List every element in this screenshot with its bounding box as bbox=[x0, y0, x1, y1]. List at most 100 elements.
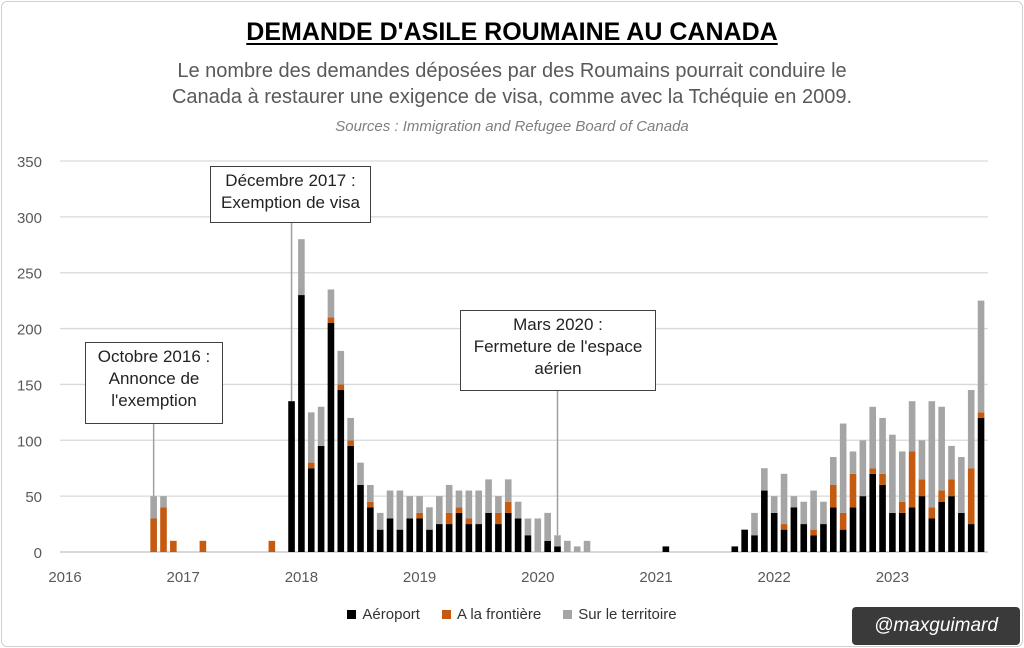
y-tick-label: 350 bbox=[17, 154, 42, 171]
bar-territoire bbox=[150, 496, 157, 519]
bar-territoire bbox=[495, 496, 502, 513]
bar-territoire bbox=[839, 423, 847, 513]
y-tick-label: 150 bbox=[17, 377, 42, 394]
bar-frontiere bbox=[347, 440, 354, 446]
bar-territoire bbox=[889, 434, 896, 513]
bar-aeroport bbox=[810, 535, 817, 552]
annotation-decembre-2017: Décembre 2017 : Exemption de visa bbox=[210, 166, 371, 223]
legend-swatch bbox=[347, 610, 357, 619]
bar-frontiere bbox=[455, 507, 463, 513]
bar-aeroport bbox=[396, 529, 404, 552]
bar-aeroport bbox=[889, 512, 896, 552]
bar-territoire bbox=[790, 496, 798, 508]
annotation-octobre-2016: Octobre 2016 : Annonce de l'exemption bbox=[85, 342, 223, 424]
bar-frontiere bbox=[170, 540, 177, 552]
bar-territoire bbox=[337, 350, 345, 385]
legend-label: Aéroport bbox=[362, 606, 420, 623]
bar-frontiere bbox=[879, 473, 886, 485]
bar-aeroport bbox=[918, 496, 926, 552]
bar-territoire bbox=[761, 468, 768, 491]
bar-territoire bbox=[770, 496, 778, 513]
bar-aeroport bbox=[770, 512, 778, 552]
bar-aeroport bbox=[524, 535, 532, 552]
bar-territoire bbox=[436, 496, 443, 525]
annotation-mars-2020: Mars 2020 : Fermeture de l'espace aérien bbox=[460, 310, 656, 391]
bar-aeroport bbox=[849, 507, 857, 552]
bar-territoire bbox=[465, 490, 473, 519]
bar-territoire bbox=[820, 501, 827, 525]
bar-aeroport bbox=[830, 507, 837, 552]
x-tick-label: 2016 bbox=[48, 569, 81, 586]
bar-aeroport bbox=[938, 501, 945, 552]
bar-territoire bbox=[869, 406, 876, 469]
bar-territoire bbox=[948, 445, 955, 480]
bar-aeroport bbox=[948, 496, 955, 552]
bar-aeroport bbox=[475, 524, 482, 552]
bar-frontiere bbox=[445, 512, 453, 525]
legend-item-aeroport: Aéroport bbox=[347, 606, 420, 623]
bar-territoire bbox=[938, 406, 945, 491]
bar-aeroport bbox=[465, 524, 473, 552]
y-tick-label: 0 bbox=[34, 545, 42, 562]
subtitle-line-1: Le nombre des demandes déposées par des … bbox=[177, 60, 847, 82]
annotation-line: Exemption de visa bbox=[221, 193, 360, 212]
bar-frontiere bbox=[465, 518, 473, 525]
bar-territoire bbox=[514, 501, 522, 519]
bar-aeroport bbox=[879, 484, 886, 552]
bar-aeroport bbox=[761, 490, 768, 552]
bar-aeroport bbox=[376, 529, 384, 552]
bar-aeroport bbox=[662, 546, 670, 552]
bar-frontiere bbox=[160, 507, 167, 552]
bar-frontiere bbox=[495, 512, 502, 525]
bar-aeroport bbox=[298, 295, 305, 552]
bar-territoire bbox=[386, 490, 394, 519]
bar-aeroport bbox=[820, 524, 827, 552]
x-tick-label: 2018 bbox=[285, 569, 318, 586]
bar-territoire bbox=[475, 490, 482, 525]
bar-aeroport bbox=[751, 535, 758, 552]
bar-frontiere bbox=[780, 524, 788, 530]
bar-frontiere bbox=[416, 512, 423, 519]
annotation-line: l'exemption bbox=[111, 391, 197, 410]
legend: Aéroport A la frontière Sur le territoir… bbox=[0, 606, 1024, 623]
bar-territoire bbox=[859, 440, 867, 497]
x-tick-label: 2019 bbox=[403, 569, 436, 586]
legend-item-frontiere: A la frontière bbox=[441, 606, 541, 623]
watermark: @maxguimard bbox=[852, 607, 1020, 645]
bar-territoire bbox=[554, 535, 561, 547]
annotation-line: Fermeture de l'espace bbox=[473, 337, 643, 356]
y-tick-label: 300 bbox=[17, 210, 42, 227]
bar-aeroport bbox=[731, 546, 739, 552]
bar-territoire bbox=[780, 473, 788, 525]
bar-territoire bbox=[564, 540, 571, 552]
bar-aeroport bbox=[495, 524, 502, 552]
bar-territoire bbox=[485, 479, 492, 513]
y-tick-label: 250 bbox=[17, 266, 42, 283]
bar-aeroport bbox=[337, 390, 345, 552]
bar-territoire bbox=[977, 300, 985, 413]
bar-territoire bbox=[317, 406, 325, 446]
bar-aeroport bbox=[288, 401, 295, 552]
bar-aeroport bbox=[839, 529, 847, 552]
bar-frontiere bbox=[367, 501, 374, 508]
bar-territoire bbox=[958, 457, 965, 513]
bar-territoire bbox=[426, 507, 433, 530]
bar-frontiere bbox=[898, 501, 906, 513]
x-tick-label: 2020 bbox=[521, 569, 554, 586]
bar-aeroport bbox=[928, 518, 936, 552]
bar-territoire bbox=[898, 451, 906, 502]
bar-frontiere bbox=[948, 479, 955, 497]
bar-aeroport bbox=[554, 546, 561, 552]
bar-aeroport bbox=[790, 507, 798, 552]
bar-territoire bbox=[406, 496, 414, 519]
bar-frontiere bbox=[967, 468, 975, 525]
bar-frontiere bbox=[849, 473, 857, 508]
bar-territoire bbox=[327, 289, 335, 318]
bar-aeroport bbox=[327, 322, 335, 552]
bar-territoire bbox=[918, 440, 926, 480]
bar-aeroport bbox=[317, 445, 325, 552]
legend-swatch bbox=[441, 610, 451, 619]
bar-aeroport bbox=[859, 496, 867, 552]
bar-aeroport bbox=[367, 507, 374, 552]
